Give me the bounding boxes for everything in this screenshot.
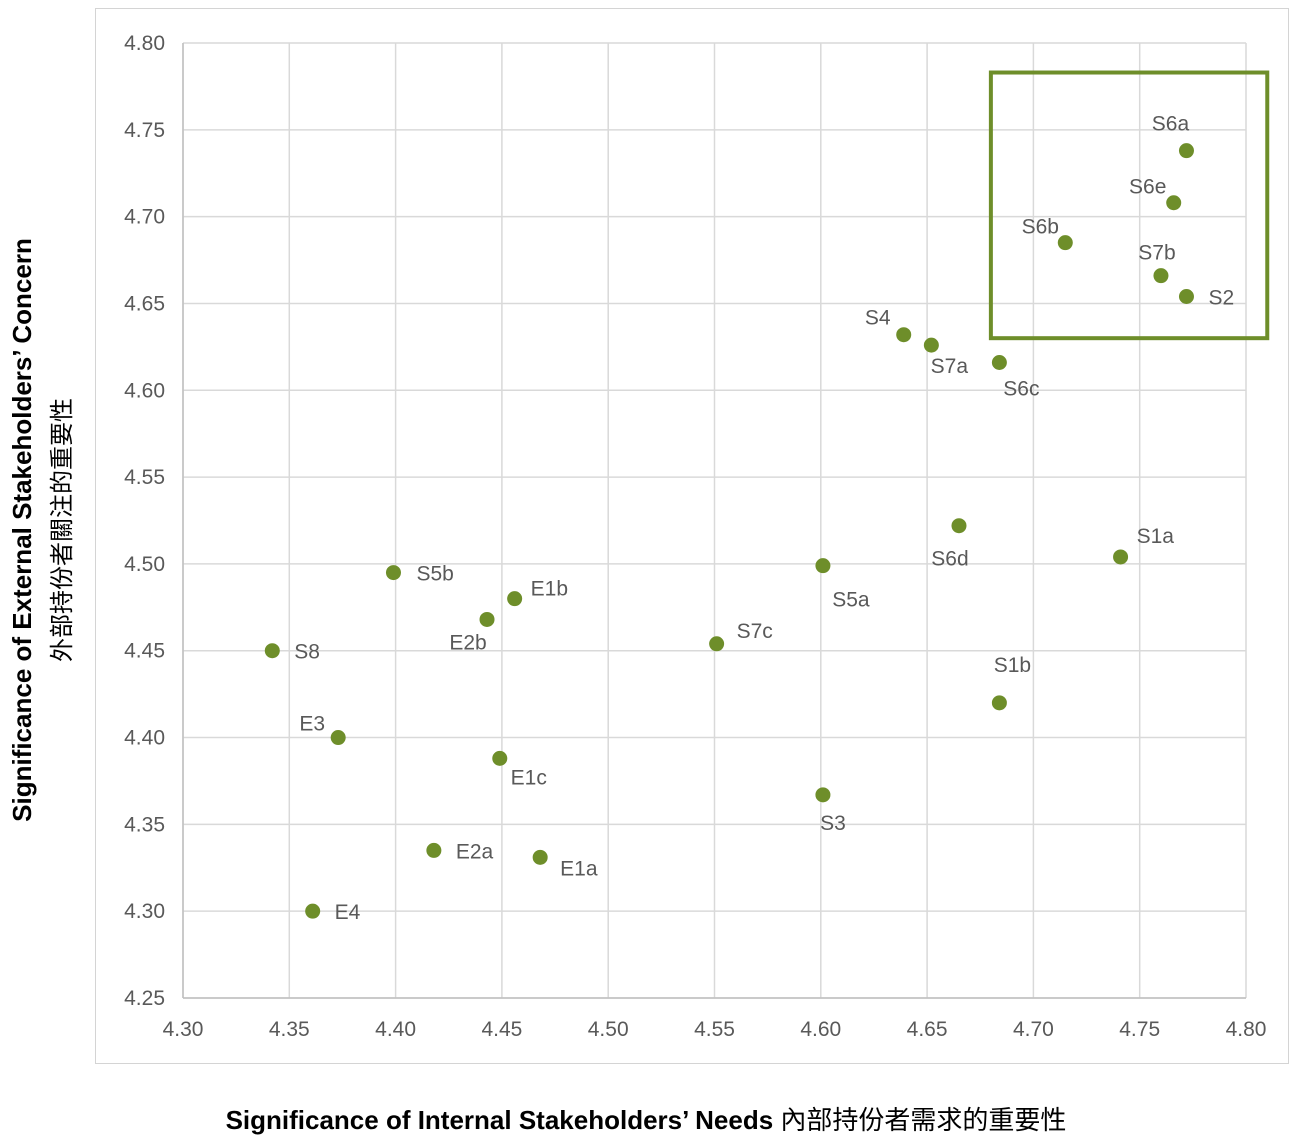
data-point bbox=[385, 565, 401, 581]
x-tick-label: 4.30 bbox=[163, 1018, 204, 1041]
data-point-label: E2b bbox=[449, 631, 486, 654]
data-point bbox=[896, 327, 912, 343]
x-tick-label: 4.60 bbox=[800, 1018, 841, 1041]
data-point bbox=[991, 695, 1007, 711]
y-tick-label: 4.55 bbox=[124, 466, 165, 489]
y-tick-label: 4.70 bbox=[124, 206, 165, 229]
data-point-label: E2a bbox=[456, 840, 494, 863]
data-point bbox=[951, 518, 967, 534]
x-tick-label: 4.45 bbox=[481, 1018, 522, 1041]
data-point-label: S4 bbox=[865, 307, 891, 330]
y-tick-label: 4.65 bbox=[124, 292, 165, 315]
y-tick-label: 4.60 bbox=[124, 379, 165, 402]
data-point bbox=[815, 787, 831, 803]
data-point-label: S6c bbox=[1003, 377, 1039, 400]
data-point-label: S1b bbox=[994, 654, 1031, 677]
data-point-label: S6a bbox=[1152, 113, 1190, 136]
x-axis-title-cjk: 內部持份者需求的重要性 bbox=[780, 1106, 1067, 1136]
grid-layer bbox=[182, 42, 1247, 999]
data-point bbox=[1178, 143, 1194, 159]
data-point bbox=[1057, 235, 1073, 251]
y-tick-label: 4.25 bbox=[124, 987, 165, 1010]
x-tick-label: 4.35 bbox=[269, 1018, 310, 1041]
chart-frame bbox=[95, 8, 1289, 1064]
data-point bbox=[1178, 289, 1194, 305]
data-point bbox=[479, 611, 495, 627]
data-point-label: S8 bbox=[294, 641, 320, 664]
data-point bbox=[815, 558, 831, 574]
highlight-box bbox=[988, 70, 1270, 341]
data-point-label: E3 bbox=[299, 713, 325, 736]
data-point bbox=[264, 643, 280, 659]
data-point bbox=[532, 849, 548, 865]
x-tick-label: 4.70 bbox=[1013, 1018, 1054, 1041]
data-point bbox=[492, 750, 508, 766]
y-tick-label: 4.30 bbox=[124, 900, 165, 923]
data-point bbox=[330, 730, 346, 746]
x-axis-title-en: Significance of Internal Stakeholders’ N… bbox=[225, 1105, 774, 1135]
data-point-label: E1a bbox=[560, 857, 598, 880]
data-point-label: E1b bbox=[531, 578, 568, 601]
data-point-label: S5b bbox=[416, 563, 453, 586]
highlight-layer bbox=[988, 70, 1270, 341]
axes-layer: 4.30 4.35 4.40 4.45 4.50 4.55 4.60 4.65 4.70 4.75… bbox=[124, 32, 1266, 1041]
data-point bbox=[507, 591, 523, 607]
x-tick-label: 4.75 bbox=[1119, 1018, 1160, 1041]
data-point bbox=[1166, 195, 1182, 211]
y-tick-label: 4.45 bbox=[124, 640, 165, 663]
x-tick-label: 4.40 bbox=[375, 1018, 416, 1041]
y-axis-title-cjk: 外部持份者關注的重要性 bbox=[48, 398, 76, 662]
data-point-label: S7b bbox=[1138, 242, 1175, 265]
data-point-label: E1c bbox=[511, 766, 547, 789]
data-point-label: S7c bbox=[737, 620, 773, 643]
data-point-label: S1a bbox=[1137, 525, 1175, 548]
data-point-label: S2 bbox=[1208, 287, 1234, 310]
x-tick-label: 4.65 bbox=[907, 1018, 948, 1041]
y-tick-label: 4.50 bbox=[124, 553, 165, 576]
data-point-label: S6b bbox=[1022, 216, 1059, 239]
x-tick-label: 4.50 bbox=[588, 1018, 629, 1041]
data-point-label: S6d bbox=[931, 548, 968, 571]
data-point-label: S5a bbox=[832, 589, 870, 612]
data-point bbox=[426, 842, 442, 858]
data-point bbox=[1113, 549, 1129, 565]
points-layer: S6a S6e S6b S7b S2 S4 S7a S6c S6d S1a S5a S5b E1b E2b… bbox=[264, 113, 1234, 924]
data-point bbox=[709, 636, 725, 652]
y-tick-label: 4.75 bbox=[124, 119, 165, 142]
x-axis-title: Significance of Internal Stakeholders’ N… bbox=[0, 1100, 1292, 1137]
y-axis-title-en: Significance of External Stakeholders’ C… bbox=[7, 238, 37, 822]
data-point bbox=[923, 337, 939, 353]
y-tick-label: 4.40 bbox=[124, 727, 165, 750]
y-tick-label: 4.80 bbox=[124, 32, 165, 55]
data-point-label: S6e bbox=[1129, 176, 1166, 199]
y-tick-label: 4.35 bbox=[124, 813, 165, 836]
data-point-label: S7a bbox=[931, 355, 969, 378]
y-axis-title: Significance of External Stakeholders’ C… bbox=[2, 150, 82, 910]
data-point bbox=[1153, 268, 1169, 284]
data-point-label: E4 bbox=[335, 901, 361, 924]
x-tick-label: 4.80 bbox=[1226, 1018, 1267, 1041]
data-point-label: S3 bbox=[820, 812, 846, 835]
data-point bbox=[991, 354, 1007, 370]
x-tick-label: 4.55 bbox=[694, 1018, 735, 1041]
data-point bbox=[305, 903, 321, 919]
